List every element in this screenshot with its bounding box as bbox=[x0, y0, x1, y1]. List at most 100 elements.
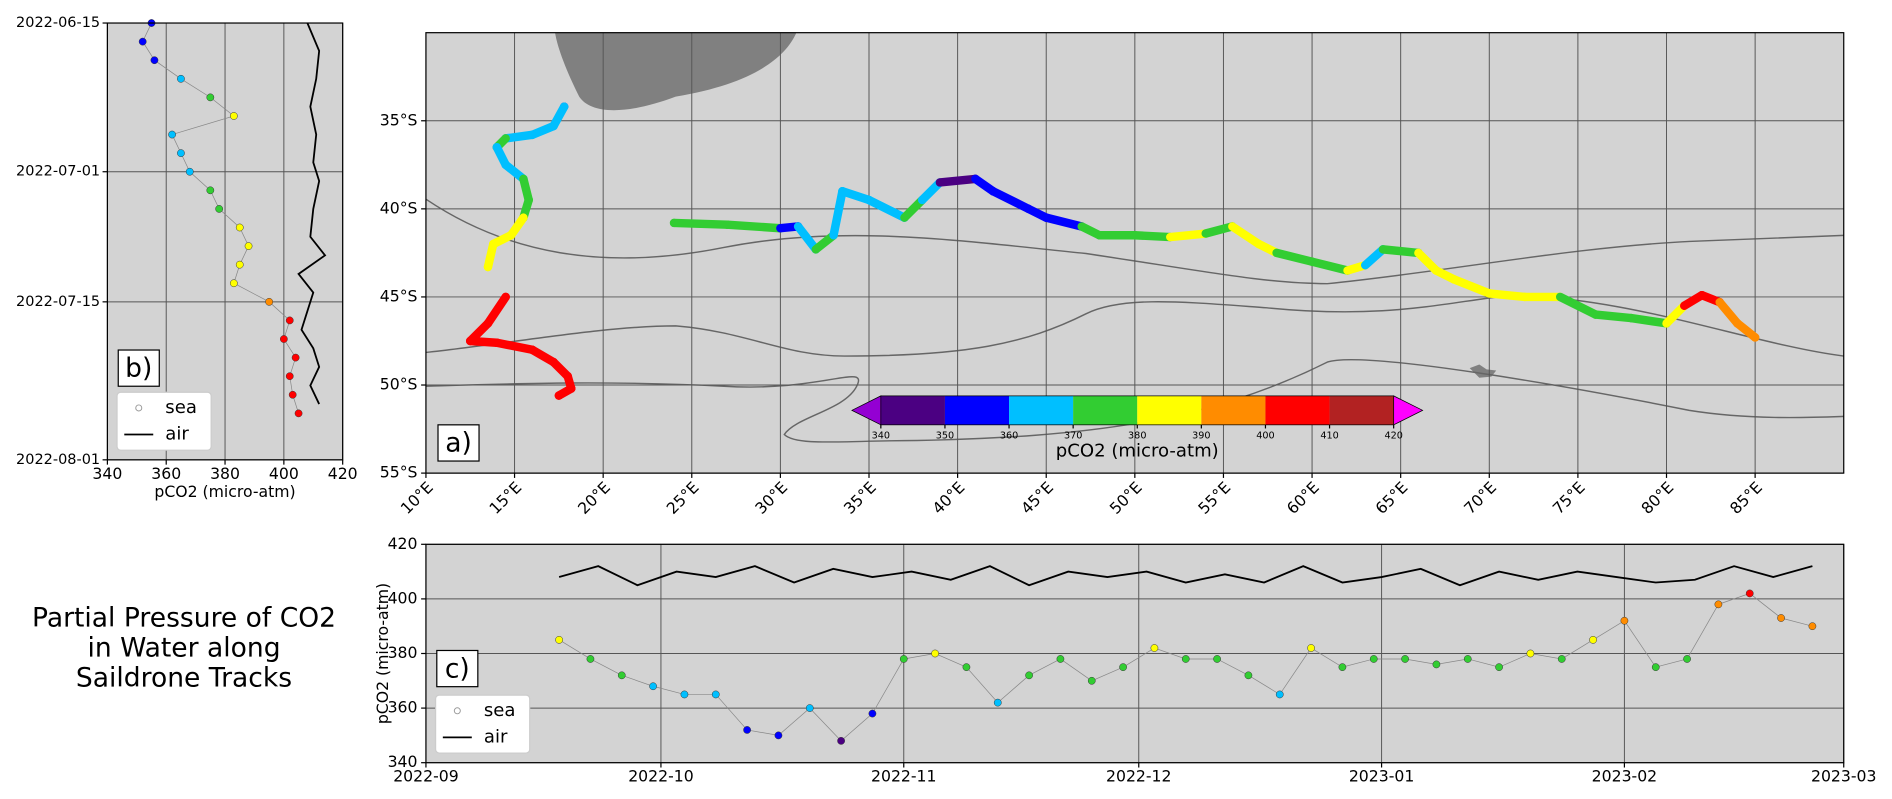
sea-point bbox=[265, 297, 274, 306]
sea-point bbox=[711, 690, 720, 699]
sea-point bbox=[1338, 663, 1347, 672]
colorbar-tick-label: 370 bbox=[1064, 431, 1082, 442]
y-tick-label: 340 bbox=[388, 752, 418, 771]
legend-label: air bbox=[484, 726, 508, 747]
y-tick-label: 45°S bbox=[380, 286, 418, 305]
sea-point bbox=[1745, 589, 1754, 598]
y-tick-label: 2022-07-01 bbox=[16, 164, 100, 180]
sea-point bbox=[931, 649, 939, 658]
colorbar-tick-label: 350 bbox=[936, 431, 954, 442]
track-segment bbox=[1715, 297, 1742, 328]
x-tick-label: 340 bbox=[92, 464, 122, 483]
track-segment bbox=[1591, 310, 1636, 323]
track-segment bbox=[1626, 313, 1671, 328]
axes-frame bbox=[106, 22, 344, 461]
sea-point bbox=[1401, 655, 1409, 663]
axes-frame bbox=[425, 32, 1845, 474]
sea-point bbox=[617, 671, 626, 680]
panel-label-box bbox=[437, 424, 480, 462]
track-segment bbox=[466, 336, 502, 347]
colorbar-bin bbox=[1265, 395, 1330, 425]
sea-point bbox=[1150, 644, 1159, 652]
air-line bbox=[297, 22, 327, 405]
sea-point bbox=[680, 690, 689, 699]
sea-point bbox=[1369, 655, 1378, 663]
x-tick-label: 10°E bbox=[397, 478, 437, 518]
axes-frame bbox=[425, 543, 1845, 764]
colorbar-tick-label: 360 bbox=[1000, 431, 1018, 442]
track-segment bbox=[935, 174, 980, 187]
sea-point bbox=[993, 698, 1002, 707]
x-tick-label: 20°E bbox=[574, 478, 614, 518]
front-line bbox=[425, 198, 1844, 285]
sea-point bbox=[743, 726, 751, 734]
colorbar-tick-label: 390 bbox=[1192, 431, 1210, 442]
legend-marker bbox=[135, 404, 143, 412]
track-segment bbox=[829, 187, 847, 240]
x-tick-label: 2023-03 bbox=[1811, 767, 1876, 786]
sea-point bbox=[774, 731, 783, 740]
track-point bbox=[1750, 333, 1760, 342]
sea-point bbox=[1683, 655, 1691, 663]
track-segment bbox=[492, 338, 537, 355]
legend-box bbox=[434, 694, 531, 754]
sea-point bbox=[1651, 663, 1660, 672]
sea-point bbox=[555, 635, 563, 644]
x-tick-label: 55°E bbox=[1194, 478, 1234, 518]
y-tick-label: 50°S bbox=[380, 375, 418, 394]
track-segment bbox=[1378, 245, 1423, 258]
y-tick-label: 55°S bbox=[380, 463, 418, 482]
y-tick-label: 360 bbox=[388, 698, 418, 717]
x-tick-label: 2022-12 bbox=[1106, 767, 1171, 786]
sea-point bbox=[899, 655, 908, 663]
panel-label: a) bbox=[445, 428, 472, 459]
track-segment bbox=[793, 222, 821, 254]
sea-point bbox=[1275, 690, 1284, 699]
track-segment bbox=[483, 292, 510, 328]
legend-marker bbox=[453, 707, 461, 715]
colorbar-bin bbox=[880, 395, 945, 425]
track-segment bbox=[1042, 213, 1086, 231]
sea-point bbox=[138, 37, 147, 46]
sea-trace bbox=[142, 22, 299, 414]
sea-point bbox=[235, 260, 244, 269]
track-segment bbox=[1228, 222, 1264, 249]
track-segment bbox=[1449, 275, 1494, 298]
y-tick-label: 40°S bbox=[380, 198, 418, 217]
sea-point bbox=[1181, 655, 1190, 663]
caption-box: Partial Pressure of CO2 in Water along S… bbox=[32, 603, 336, 693]
sea-point bbox=[1526, 649, 1535, 658]
x-tick-label: 70°E bbox=[1460, 478, 1500, 518]
sea-point bbox=[285, 372, 294, 381]
sea-point bbox=[586, 655, 595, 663]
sea-point bbox=[1714, 600, 1723, 609]
track-segment bbox=[1201, 222, 1237, 238]
sea-point bbox=[1244, 671, 1253, 680]
sea-point bbox=[1056, 655, 1065, 663]
sea-point bbox=[1463, 655, 1472, 663]
panel-label: c) bbox=[445, 653, 470, 684]
air-line bbox=[558, 565, 1813, 587]
track-segment bbox=[864, 195, 909, 222]
track-segment bbox=[1307, 257, 1352, 275]
track-segment bbox=[501, 130, 537, 143]
colorbar-bin bbox=[944, 395, 1010, 425]
x-tick-label: 2023-02 bbox=[1592, 767, 1657, 786]
sea-point bbox=[1119, 663, 1127, 672]
x-tick-label: 65°E bbox=[1371, 478, 1411, 518]
colorbar-bin bbox=[1073, 395, 1138, 425]
track-segment bbox=[988, 187, 1033, 214]
sea-point bbox=[1557, 655, 1566, 663]
y-tick-label: 35°S bbox=[380, 110, 418, 129]
x-tick-label: 380 bbox=[210, 464, 240, 483]
panel-backgrounds bbox=[107, 23, 1844, 763]
sea-point bbox=[285, 316, 294, 325]
y-tick-label: 2022-06-15 bbox=[16, 15, 100, 31]
legend-label: sea bbox=[484, 700, 516, 721]
y-tick-label: 2022-07-15 bbox=[16, 294, 100, 310]
track-segment bbox=[1166, 229, 1210, 242]
legend-label: air bbox=[165, 423, 189, 444]
panel-label-box bbox=[117, 349, 160, 387]
legend-box bbox=[116, 391, 212, 451]
